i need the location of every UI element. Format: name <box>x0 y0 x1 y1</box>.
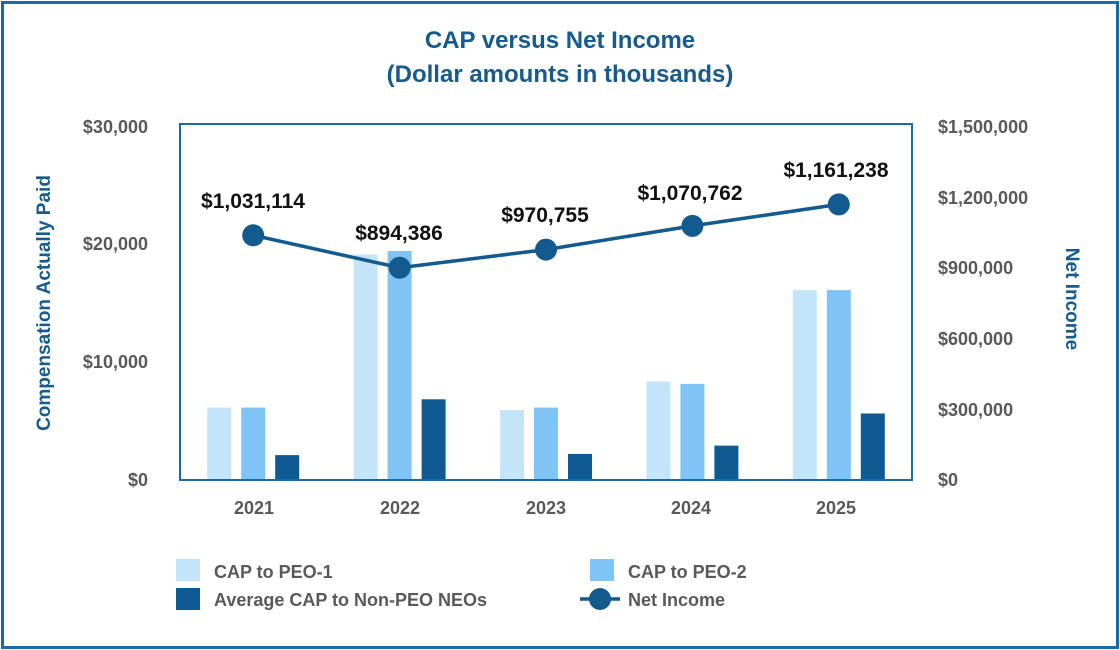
x-tick-2023: 2023 <box>526 498 566 518</box>
net-income-point-2025 <box>827 193 850 216</box>
bar-average-cap-to-non-peo-neos-2024 <box>714 445 739 480</box>
data-label-2025: $1,161,238 <box>783 159 888 182</box>
x-tick-2021: 2021 <box>234 498 274 518</box>
x-tick-2024: 2024 <box>671 498 711 518</box>
right-tick-2: $600,000 <box>938 329 1013 349</box>
y2-axis-label: Net Income <box>1061 248 1082 350</box>
right-tick-4: $1,200,000 <box>938 188 1028 208</box>
bar-cap-to-peo-1-2021 <box>207 407 232 480</box>
legend-marker-net-income <box>589 588 611 610</box>
data-label-2021: $1,031,114 <box>201 190 305 213</box>
legend-label-peo2: CAP to PEO-2 <box>628 562 747 582</box>
bar-average-cap-to-non-peo-neos-2022 <box>421 399 446 480</box>
chart-subtitle: (Dollar amounts in thousands) <box>387 61 734 88</box>
net-income-point-2024 <box>681 214 704 237</box>
net-income-point-2021 <box>242 224 265 247</box>
chart-title: CAP versus Net Income <box>425 27 695 54</box>
bar-average-cap-to-non-peo-neos-2025 <box>860 413 885 480</box>
data-label-2022: $894,386 <box>355 222 443 245</box>
legend-swatch-peo1 <box>176 559 200 581</box>
bar-cap-to-peo-1-2022 <box>353 254 378 480</box>
legend-label-net-income: Net Income <box>628 590 725 610</box>
legend-label-nonpeo: Average CAP to Non-PEO NEOs <box>214 590 487 610</box>
data-label-2024: $1,070,762 <box>637 182 742 205</box>
bar-cap-to-peo-2-2022 <box>387 251 412 480</box>
legend-swatch-peo2 <box>590 559 614 581</box>
net-income-point-2022 <box>388 256 411 279</box>
right-tick-3: $900,000 <box>938 258 1013 278</box>
y-axis-label: Compensation Actually Paid <box>34 175 55 431</box>
x-tick-2025: 2025 <box>816 498 856 518</box>
net-income-line <box>242 193 850 279</box>
bar-average-cap-to-non-peo-neos-2021 <box>275 455 300 480</box>
bar-cap-to-peo-1-2025 <box>792 290 817 480</box>
bar-cap-to-peo-1-2024 <box>646 381 671 480</box>
plot-area <box>179 123 913 481</box>
bar-cap-to-peo-2-2023 <box>534 407 558 480</box>
right-tick-0: $0 <box>938 470 958 490</box>
bar-cap-to-peo-1-2023 <box>500 410 524 480</box>
bar-cap-to-peo-2-2024 <box>680 383 705 480</box>
left-tick-0: $0 <box>128 470 148 490</box>
bar-cap-to-peo-2-2021 <box>241 407 266 480</box>
right-tick-1: $300,000 <box>938 400 1013 420</box>
legend-label-peo1: CAP to PEO-1 <box>214 562 333 582</box>
x-tick-2022: 2022 <box>380 498 420 518</box>
net-income-point-2023 <box>535 238 557 261</box>
right-tick-5: $1,500,000 <box>938 117 1028 137</box>
bar-cap-to-peo-2-2025 <box>826 290 851 480</box>
legend-swatch-nonpeo <box>176 588 200 610</box>
bar-average-cap-to-non-peo-neos-2023 <box>568 453 592 480</box>
bar-marks <box>207 251 885 480</box>
left-tick-2: $20,000 <box>83 234 148 254</box>
data-label-2023: $970,755 <box>501 204 589 227</box>
left-tick-1: $10,000 <box>83 352 148 372</box>
left-tick-3: $30,000 <box>83 117 148 137</box>
